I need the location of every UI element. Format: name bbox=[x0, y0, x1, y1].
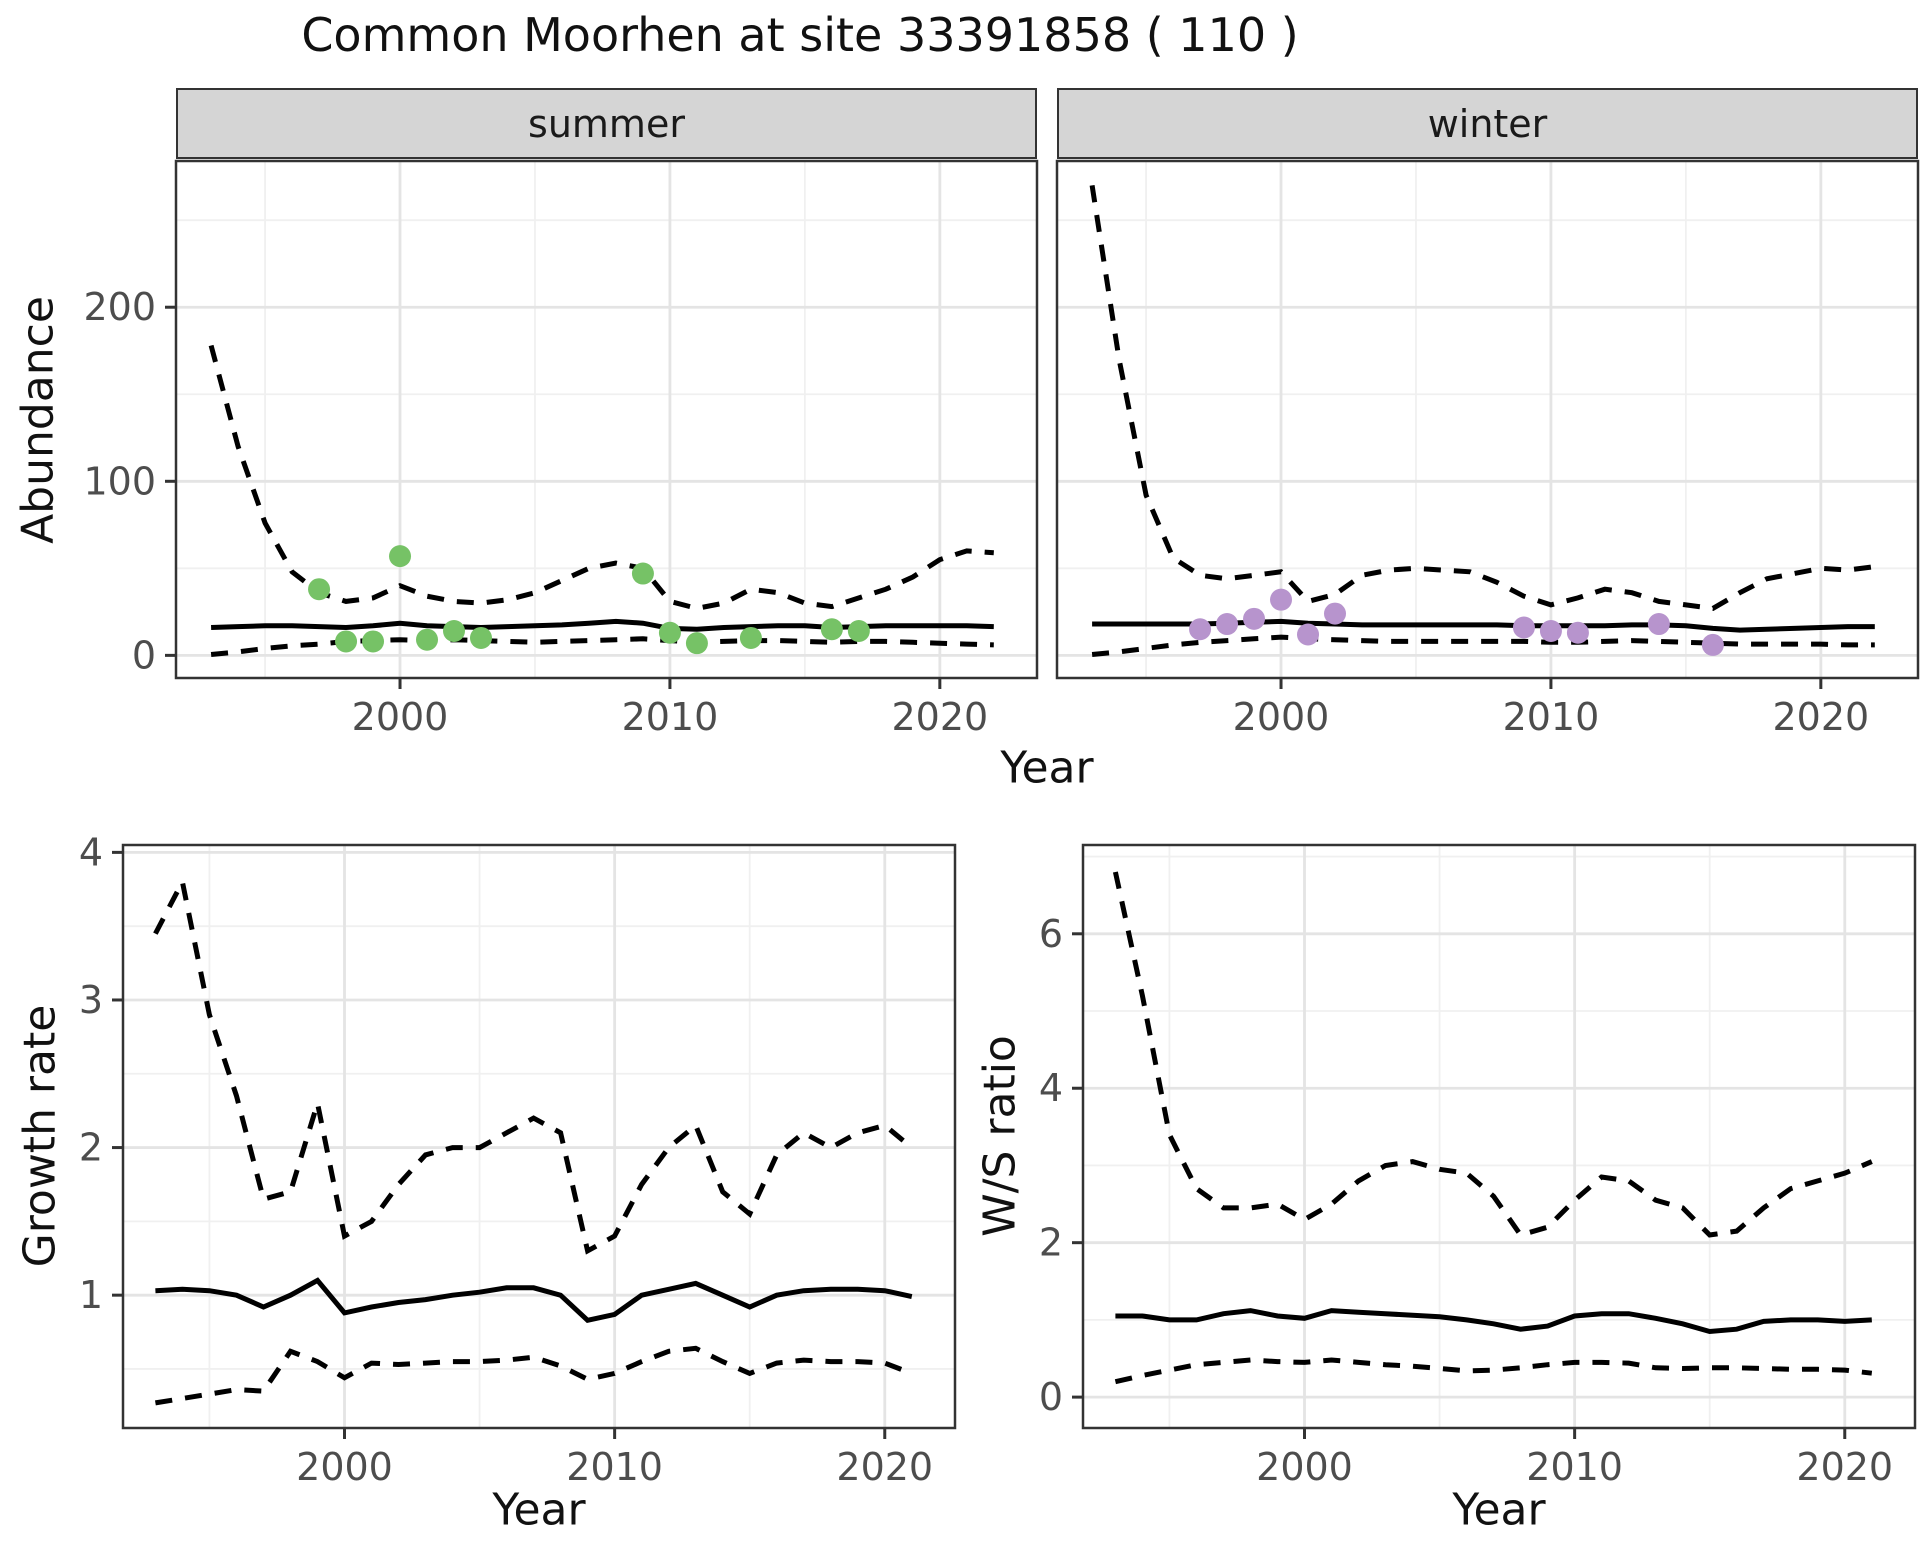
x-tick-label: 2010 bbox=[1503, 695, 1600, 739]
abundance-summer-observation-point bbox=[308, 578, 331, 601]
x-tick-label: 2000 bbox=[352, 695, 449, 739]
y-tick-label: 4 bbox=[1039, 1066, 1063, 1110]
panel-border bbox=[121, 843, 957, 1430]
abundance-summer-observation-point bbox=[416, 628, 439, 651]
x-tick-label: 2000 bbox=[296, 1445, 393, 1489]
panel-border bbox=[1055, 159, 1920, 680]
ws-ratio-upper-ci-line bbox=[1112, 871, 1873, 1238]
x-tick-label: 2000 bbox=[1233, 695, 1330, 739]
panel-abundance-summer: 2000 2010 2020 0 100 200 bbox=[83, 159, 1039, 739]
abundance-summer-observation-point bbox=[443, 620, 466, 642]
x-axis-title-year-top: Year bbox=[1000, 742, 1094, 794]
abundance-summer-observation-point bbox=[389, 545, 412, 568]
abundance-winter-lower-ci-line bbox=[1091, 634, 1875, 657]
x-axis-title-year-ws: Year bbox=[1452, 1484, 1546, 1536]
abundance-summer-upper-ci-line bbox=[208, 344, 994, 611]
growth-rate-median-line bbox=[155, 1277, 913, 1324]
y-tick-label: 2 bbox=[1039, 1221, 1063, 1265]
panel-background bbox=[176, 161, 1037, 678]
abundance-winter-observation-point bbox=[1539, 620, 1562, 642]
x-tick-label: 2010 bbox=[566, 1445, 663, 1489]
panel-border bbox=[1081, 843, 1917, 1430]
panel-ws-ratio: 2000 2010 2020 0 2 4 6 bbox=[1039, 843, 1917, 1489]
abundance-summer-observation-point bbox=[335, 630, 358, 653]
y-tick-label: 6 bbox=[1039, 912, 1063, 956]
abundance-summer-observation-point bbox=[685, 632, 708, 655]
y-tick-label: 0 bbox=[1039, 1375, 1063, 1419]
y-tick-label: 100 bbox=[83, 459, 156, 503]
abundance-winter-upper-ci-line bbox=[1089, 185, 1876, 611]
abundance-winter-observation-point bbox=[1324, 602, 1347, 625]
abundance-summer-observation-point bbox=[469, 626, 492, 649]
facet-strip-summer-label: summer bbox=[528, 101, 685, 146]
abundance-winter-observation-point bbox=[1701, 633, 1724, 656]
y-tick-label: 1 bbox=[79, 1273, 103, 1317]
abundance-winter-observation-point bbox=[1647, 613, 1670, 636]
figure-title: Common Moorhen at site 33391858 ( 110 ) bbox=[301, 8, 1299, 62]
ws-ratio-median-line bbox=[1115, 1308, 1872, 1335]
facet-strip-winter-label: winter bbox=[1427, 101, 1548, 146]
x-tick-label: 2020 bbox=[836, 1445, 933, 1489]
abundance-winter-observation-point bbox=[1566, 621, 1589, 644]
ws-ratio-lower-ci-line bbox=[1114, 1357, 1873, 1385]
panel-growth-rate: 2000 2010 2020 1 2 3 4 bbox=[79, 830, 957, 1489]
facet-strip-summer: summer bbox=[176, 88, 1037, 159]
abundance-summer-observation-point bbox=[847, 620, 870, 642]
abundance-winter-observation-point bbox=[1243, 607, 1266, 630]
growth-rate-upper-ci-line bbox=[153, 874, 914, 1255]
x-tick-label: 2010 bbox=[622, 695, 719, 739]
facet-strip-winter: winter bbox=[1057, 88, 1918, 159]
y-tick-label: 4 bbox=[79, 830, 103, 874]
abundance-winter-observation-point bbox=[1189, 618, 1212, 641]
y-axis-title-growth-rate: Growth rate bbox=[14, 1004, 66, 1268]
x-tick-label: 2020 bbox=[891, 695, 988, 739]
x-tick-label: 2020 bbox=[1772, 695, 1869, 739]
panel-background bbox=[1057, 161, 1918, 678]
abundance-winter-observation-point bbox=[1216, 613, 1239, 636]
x-axis-title-year-growth: Year bbox=[492, 1484, 586, 1536]
y-tick-label: 0 bbox=[132, 633, 156, 677]
abundance-summer-observation-point bbox=[739, 626, 762, 649]
panel-abundance-winter: 2000 2010 2020 bbox=[1055, 159, 1920, 739]
y-axis-title-ws-ratio: W/S ratio bbox=[974, 1035, 1026, 1237]
panel-background bbox=[1083, 845, 1915, 1428]
panel-background bbox=[123, 845, 955, 1428]
x-tick-label: 2000 bbox=[1256, 1445, 1353, 1489]
abundance-winter-observation-point bbox=[1270, 588, 1293, 611]
x-tick-label: 2020 bbox=[1796, 1445, 1893, 1489]
y-tick-label: 3 bbox=[79, 978, 103, 1022]
panel-border bbox=[174, 159, 1039, 680]
abundance-summer-observation-point bbox=[631, 562, 654, 585]
abundance-summer-observation-point bbox=[820, 618, 843, 641]
abundance-winter-observation-point bbox=[1297, 623, 1320, 646]
abundance-summer-observation-point bbox=[362, 630, 385, 653]
y-tick-label: 200 bbox=[83, 285, 156, 329]
abundance-winter-observation-point bbox=[1512, 616, 1535, 639]
abundance-summer-observation-point bbox=[658, 621, 681, 644]
y-tick-label: 2 bbox=[79, 1126, 103, 1170]
y-axis-title-abundance: Abundance bbox=[12, 296, 64, 544]
x-tick-label: 2010 bbox=[1526, 1445, 1623, 1489]
